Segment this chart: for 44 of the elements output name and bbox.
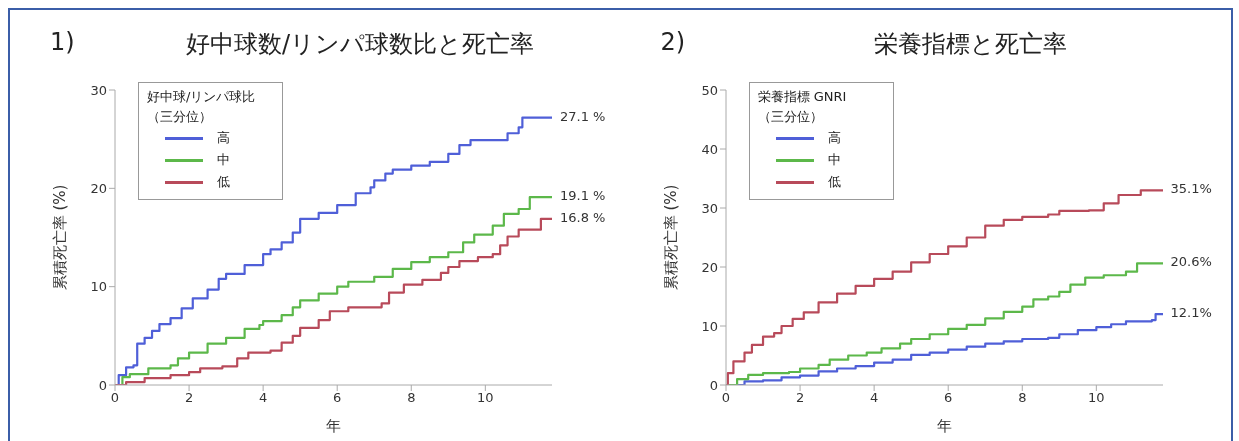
x-tick-label: 0 [110,390,120,406]
x-tick-label: 6 [943,390,952,406]
y-tick-label: 50 [700,82,718,98]
x-tick-label: 8 [407,390,416,406]
text: 12.1% [1170,304,1212,320]
y-tick-label: 10 [90,279,107,295]
y-tick-label: 0 [98,377,107,393]
x-axis-title: 年 [936,417,952,435]
y-tick-label: 40 [700,141,718,157]
y-axis-title: 累積死亡率 (%) [51,184,70,291]
x-tick-label: 4 [869,390,878,406]
y-tick-label: 20 [700,259,718,275]
legend-label: 低 [217,173,230,191]
y-tick-label: 30 [90,82,107,98]
chart-title: 好中球数/リンパ球数比と死亡率 [184,29,536,60]
legend-title: 好中球/リンパ球比（三分位） [147,88,257,126]
y-tick-label: 0 [709,377,718,393]
x-tick-label: 10 [477,390,494,406]
y-tick-label: 20 [90,180,107,196]
text: 35.1% [1170,181,1212,197]
legend-label: 中 [827,151,841,169]
x-tick-label: 4 [258,390,268,406]
text: 27.1 % [560,108,606,124]
x-tick-label: 0 [721,390,730,406]
text: 19.1 % [560,188,606,204]
legend-label: 低 [827,173,841,191]
legend-label: 中 [217,151,230,169]
y-axis-title: 累積死亡率 (%) [661,184,680,291]
y-tick-label: 30 [700,200,718,216]
legend-label: 高 [217,129,230,147]
text: 16.8 % [560,209,606,225]
x-axis-title: 年 [326,417,341,435]
x-tick-label: 8 [1017,390,1026,406]
chart-title: 栄養指標と死亡率 [873,29,1068,60]
x-tick-label: 2 [184,390,194,406]
y-tick-label: 10 [700,318,718,334]
x-tick-label: 2 [795,390,804,406]
legend-title: 栄養指標 GNRI（三分位） [757,88,848,126]
x-tick-label: 6 [333,390,342,406]
text: 20.6% [1170,254,1212,270]
text: 2) [660,28,686,56]
legend-label: 高 [827,129,841,147]
text: 1) [50,28,75,56]
x-tick-label: 10 [1087,390,1105,406]
